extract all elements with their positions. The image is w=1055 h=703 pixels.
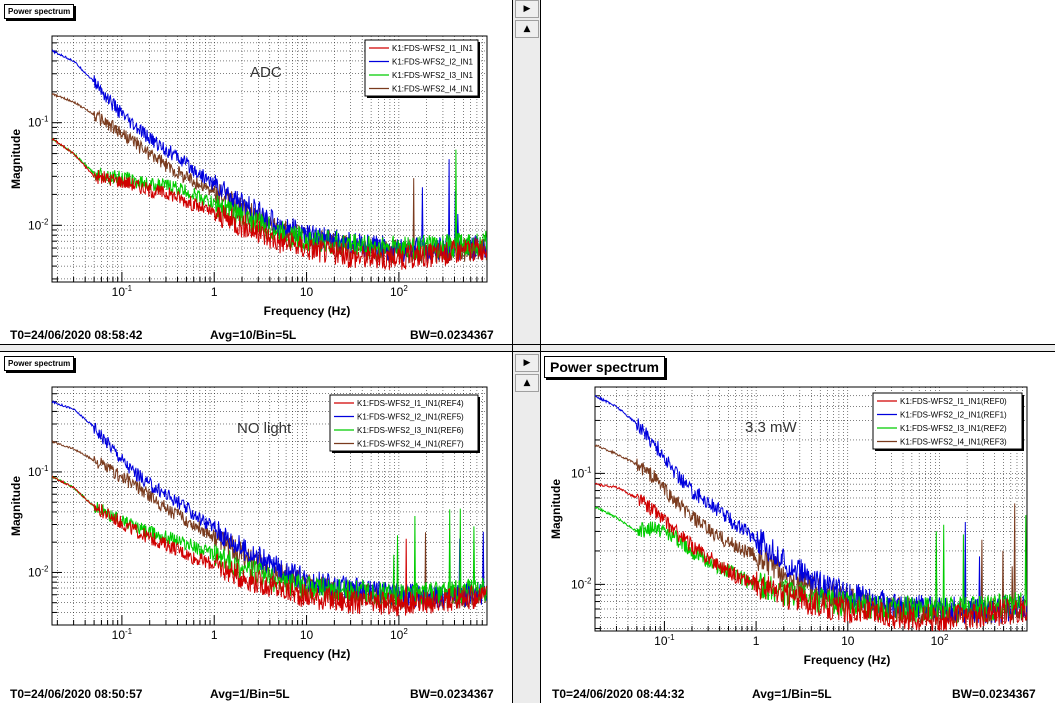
legend-entry: K1:FDS-WFS2_I2_IN1(REF5) — [357, 413, 464, 422]
t0-label: T0=24/06/2020 08:44:32 — [552, 687, 685, 701]
status-bar: T0=24/06/2020 08:44:32 Avg=1/Bin=5L BW=0… — [540, 685, 1055, 703]
avg-label: Avg=1/Bin=5L — [752, 687, 832, 701]
y-tick-label: 10-2 — [571, 576, 592, 591]
series-line-1 — [52, 475, 487, 617]
t0-label: T0=24/06/2020 08:58:42 — [10, 328, 143, 342]
t0-label: T0=24/06/2020 08:50:57 — [10, 687, 143, 701]
legend-entry: K1:FDS-WFS2_I1_IN1 — [392, 44, 473, 53]
plot-annotation: 3.3 mW — [745, 419, 798, 436]
pane-bottom-right: Power spectrum 10-1 1 10 102 10-2 10-1 Frequen… — [540, 352, 1055, 703]
bw-label: BW=0.0234367 — [410, 328, 494, 342]
power-spectrum-chart-no-light[interactable]: 10-1 1 10 102 10-2 10-1 Frequency (Hz) Magnitud… — [0, 352, 512, 685]
legend-entry: K1:FDS-WFS2_I1_IN1(REF0) — [900, 397, 1007, 406]
series-line-2 — [595, 394, 1027, 624]
x-tick-label: 10 — [841, 634, 855, 648]
power-spectrum-chart-adc[interactable]: 10-1 1 10 102 10-2 10-1 Frequency (Hz) Magnitud… — [0, 0, 512, 326]
x-tick-label: 1 — [211, 628, 218, 642]
legend-entry: K1:FDS-WFS2_I4_IN1(REF3) — [900, 438, 1007, 447]
power-spectrum-chart-3-3mw[interactable]: 10-1 1 10 102 10-2 10-1 Frequency (Hz) Magnitud… — [540, 352, 1055, 685]
legend-entry: K1:FDS-WFS2_I4_IN1(REF7) — [357, 440, 464, 449]
scroll-right-button-bottom[interactable]: ▶ — [515, 354, 539, 372]
legend-box — [329, 394, 479, 452]
y-tick-label: 10-2 — [28, 564, 49, 579]
pane-header[interactable]: Power spectrum — [544, 356, 665, 378]
pane-bottom-left: Power spectrum 10-1 1 10 102 10-2 10-1 Frequen… — [0, 352, 512, 703]
divider-line — [0, 344, 1055, 345]
x-tick-label: 102 — [931, 633, 949, 648]
x-tick-label: 1 — [211, 285, 218, 299]
series-line-1 — [595, 482, 1027, 631]
x-axis-label: Frequency (Hz) — [804, 653, 891, 667]
pane-top-left: Power spectrum 10-1 1 10 102 10-2 10-1 Frequen… — [0, 0, 512, 344]
legend-entry: K1:FDS-WFS2_I2_IN1 — [392, 58, 473, 67]
legend-entry: K1:FDS-WFS2_I3_IN1(REF2) — [900, 424, 1007, 433]
pane-header[interactable]: Power spectrum — [4, 356, 75, 371]
plot-annotation: ADC — [250, 64, 282, 81]
legend-box — [872, 392, 1023, 450]
avg-label: Avg=10/Bin=5L — [210, 328, 297, 342]
y-tick-label: 10-2 — [28, 217, 49, 232]
status-bar: T0=24/06/2020 08:50:57 Avg=1/Bin=5L BW=0… — [0, 685, 512, 703]
series-line-3 — [52, 476, 487, 606]
plot-annotation: NO light — [237, 420, 292, 437]
series-line-2 — [52, 400, 487, 609]
x-tick-label: 102 — [390, 627, 408, 642]
x-tick-label: 10 — [300, 285, 314, 299]
pane-top-right-empty — [540, 0, 1055, 344]
x-tick-label: 10-1 — [112, 627, 133, 642]
legend-entry: K1:FDS-WFS2_I3_IN1 — [392, 71, 473, 80]
scroll-up-button-bottom[interactable]: ▲ — [515, 374, 539, 392]
x-axis-label: Frequency (Hz) — [264, 647, 351, 661]
bw-label: BW=0.0234367 — [952, 687, 1036, 701]
status-bar: T0=24/06/2020 08:58:42 Avg=10/Bin=5L BW=… — [0, 326, 512, 344]
legend-box — [364, 39, 479, 97]
legend-entry: K1:FDS-WFS2_I1_IN1(REF4) — [357, 399, 464, 408]
scroll-up-button-top[interactable]: ▲ — [515, 20, 539, 38]
bw-label: BW=0.0234367 — [410, 687, 494, 701]
x-tick-label: 1 — [753, 634, 760, 648]
y-axis-label: Magnitude — [9, 476, 23, 536]
x-tick-label: 10-1 — [654, 633, 675, 648]
legend-entry: K1:FDS-WFS2_I3_IN1(REF6) — [357, 426, 464, 435]
y-axis-label: Magnitude — [9, 129, 23, 189]
horizontal-divider[interactable] — [0, 344, 1055, 352]
legend-entry: K1:FDS-WFS2_I4_IN1 — [392, 85, 473, 94]
y-tick-label: 10-1 — [28, 464, 49, 479]
x-tick-label: 10-1 — [112, 284, 133, 299]
series-line-1 — [52, 137, 487, 271]
x-tick-label: 10 — [300, 628, 314, 642]
pane-header[interactable]: Power spectrum — [4, 4, 75, 19]
y-tick-label: 10-1 — [571, 465, 592, 480]
legend-entry: K1:FDS-WFS2_I2_IN1(REF1) — [900, 411, 1007, 420]
x-tick-label: 102 — [390, 284, 408, 299]
avg-label: Avg=1/Bin=5L — [210, 687, 290, 701]
y-axis-label: Magnitude — [549, 479, 563, 539]
scroll-right-button-top[interactable]: ▶ — [515, 0, 539, 18]
y-tick-label: 10-1 — [28, 115, 49, 130]
divider-line — [0, 351, 1055, 352]
x-axis-label: Frequency (Hz) — [264, 304, 351, 318]
